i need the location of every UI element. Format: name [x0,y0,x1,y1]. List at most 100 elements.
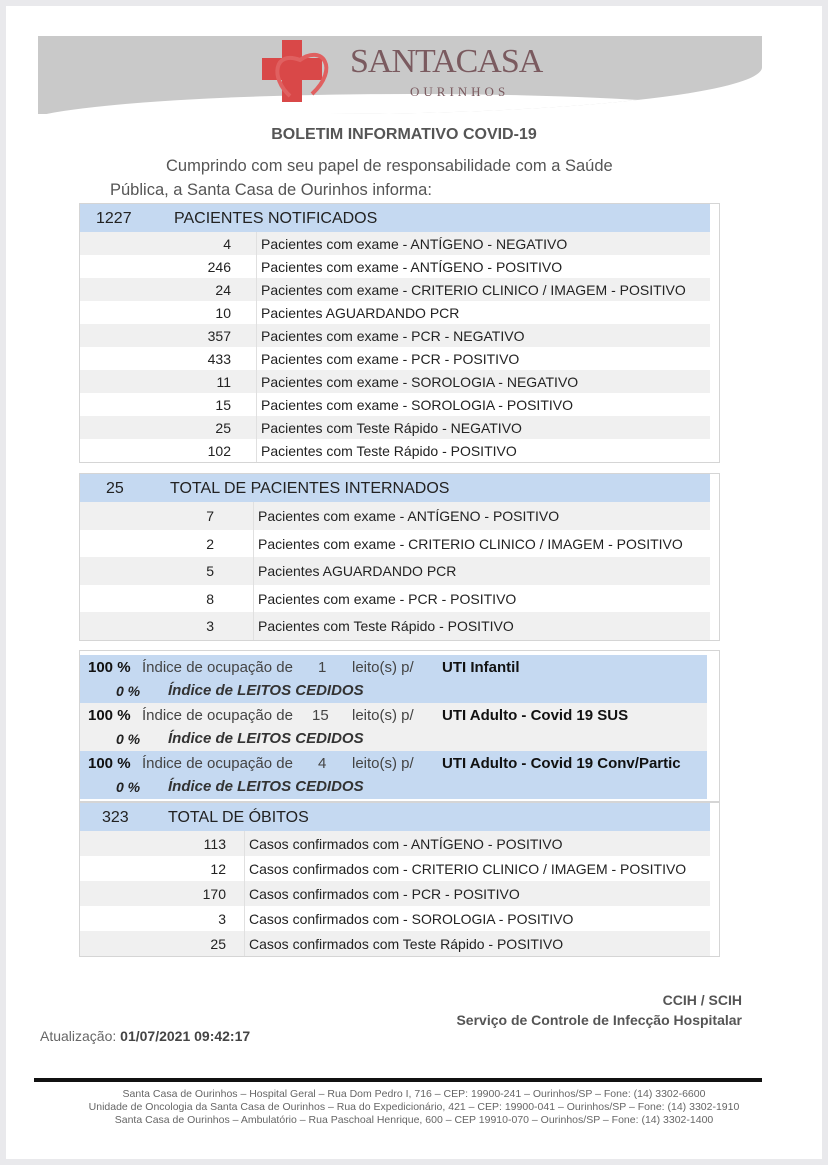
logo-text: SANTACASA [350,43,543,80]
row-count: 15 [215,397,231,413]
table-row: 5 Pacientes AGUARDANDO PCR [80,557,710,585]
row-count: 246 [207,259,231,275]
row-count: 433 [207,351,231,367]
table-row: 25 Casos confirmados com Teste Rápido - P… [80,931,710,956]
bulletin-page: SANTACASA OURINHOS BOLETIM INFORMATIVO C… [6,6,822,1159]
ceded-percent: 0 % [116,731,141,747]
row-count: 170 [202,886,226,902]
row-label: Pacientes com Teste Rápido - POSITIVO [253,612,710,640]
row-label: Casos confirmados com - PCR - POSITIVO [244,881,710,906]
beds-count: 1 [318,659,327,676]
row-count: 3 [206,618,214,635]
footer-divider [34,1078,762,1082]
table-row: 433 Pacientes com exame - PCR - POSITIVO [80,347,710,370]
table-row: 25 Pacientes com Teste Rápido - NEGATIVO [80,416,710,439]
page-title: BOLETIM INFORMATIVO COVID-19 [271,126,537,143]
occupancy-block: 100 % Índice de ocupação de 1 leito(s) p/UT… [80,655,707,703]
unit-name: UTI Adulto - Covid 19 SUS [442,707,629,724]
deaths-label: TOTAL DE ÓBITOS [168,809,309,826]
row-count: 12 [210,861,226,877]
footer-line: Santa Casa de Ourinhos – Hospital Geral … [122,1088,706,1100]
ceded-label: Índice de LEITOS CEDIDOS [168,730,364,747]
table-row: 15 Pacientes com exame - SOROLOGIA - POSI… [80,393,710,416]
row-label: Pacientes com exame - CRITERIO CLINICO /… [256,278,710,301]
update-label: Atualização: [40,1028,117,1044]
occupancy-label: Índice de ocupação de [142,659,293,676]
row-label: Pacientes AGUARDANDO PCR [253,557,710,585]
row-count: 2 [206,535,214,552]
hospitalized-total: 25 [106,480,124,497]
beds-label: leito(s) p/ [352,659,414,676]
update-timestamp: Atualização: 01/07/2021 09:42:17 [40,1028,250,1044]
row-label: Pacientes com exame - PCR - NEGATIVO [256,324,710,347]
occupancy-percent: 100 % [88,659,131,676]
row-label: Casos confirmados com - CRITERIO CLINICO… [244,856,710,881]
row-count: 10 [215,305,231,321]
update-value: 01/07/2021 09:42:17 [120,1028,251,1044]
notified-label: PACIENTES NOTIFICADOS [174,210,378,227]
occupancy-block: 100 % Índice de ocupação de 15 leito(s) p/U… [80,703,707,751]
table-row: 3 Casos confirmados com - SOROLOGIA - POS… [80,906,710,931]
ceded-label: Índice de LEITOS CEDIDOS [168,778,364,795]
row-count: 113 [203,836,226,852]
occupancy-label: Índice de ocupação de [142,755,293,772]
row-label: Casos confirmados com Teste Rápido - POS… [244,931,710,956]
row-label: Pacientes com exame - ANTÍGENO - POSITIV… [256,255,710,278]
footer-addresses: Santa Casa de Ourinhos – Hospital Geral … [6,1088,822,1127]
logo-subtext: OURINHOS [410,84,510,99]
row-label: Pacientes AGUARDANDO PCR [256,301,710,324]
row-label: Pacientes com exame - CRITERIO CLINICO /… [253,529,710,558]
table-row: 4 Pacientes com exame - ANTÍGENO - NEGATI… [80,232,710,255]
beds-label: leito(s) p/ [352,755,414,772]
occupancy-percent: 100 % [88,707,131,724]
row-label: Pacientes com Teste Rápido - POSITIVO [256,439,710,462]
ceded-percent: 0 % [116,683,141,699]
row-label: Pacientes com exame - SOROLOGIA - POSITI… [256,393,710,416]
row-count: 4 [223,236,231,252]
table-row: 102 Pacientes com Teste Rápido - POSITIVO [80,439,710,462]
row-count: 11 [216,374,231,390]
row-count: 25 [210,936,226,952]
table-row: 170 Casos confirmados com - PCR - POSITIV… [80,881,710,906]
table-header: 1227 PACIENTES NOTIFICADOS [80,204,710,232]
beds-count: 4 [318,755,327,772]
deaths-total: 323 [102,809,129,826]
row-label: Pacientes com exame - PCR - POSITIVO [253,584,710,613]
table-row: 113 Casos confirmados com - ANTÍGENO - PO… [80,831,710,856]
row-count: 25 [215,420,231,436]
occupancy-label: Índice de ocupação de [142,707,293,724]
table-row: 24 Pacientes com exame - CRITERIO CLINICO… [80,278,710,301]
footer-line: Santa Casa de Ourinhos – Ambulatório – R… [114,1114,714,1126]
cross-heart-icon [262,40,329,102]
beds-count: 15 [312,707,329,724]
row-label: Pacientes com exame - ANTÍGENO - NEGATIV… [256,232,710,255]
occupancy-percent: 100 % [88,755,131,772]
hospitalized-patients-table: 25 TOTAL DE PACIENTES INTERNADOS 7 Pacien… [79,473,720,641]
intro-text: Cumprindo com seu papel de responsabilid… [110,157,613,199]
notified-patients-table: 1227 PACIENTES NOTIFICADOS 4 Pacientes co… [79,203,720,463]
ceded-label: Índice de LEITOS CEDIDOS [168,682,364,699]
table-row: 12 Casos confirmados com - CRITERIO CLINI… [80,856,710,881]
row-count: 5 [206,563,214,580]
beds-label: leito(s) p/ [352,707,414,724]
table-row: 357 Pacientes com exame - PCR - NEGATIVO [80,324,710,347]
row-label: Pacientes com exame - PCR - POSITIVO [256,347,710,370]
table-row: 10 Pacientes AGUARDANDO PCR [80,301,710,324]
row-count: 357 [207,328,231,344]
footer-line: Unidade de Oncologia da Santa Casa de Ou… [88,1101,740,1113]
row-count: 8 [206,590,214,607]
table-header: 323 TOTAL DE ÓBITOS [80,803,710,831]
table-row: 3 Pacientes com Teste Rápido - POSITIVO [80,612,710,640]
hospitalized-label: TOTAL DE PACIENTES INTERNADOS [170,480,450,497]
table-row: 7 Pacientes com exame - ANTÍGENO - POSITI… [80,502,710,530]
santa-casa-logo: SANTACASA OURINHOS [260,38,560,104]
row-count: 7 [206,508,214,524]
table-row: 11 Pacientes com exame - SOROLOGIA - NEGA… [80,370,710,393]
row-label: Casos confirmados com - ANTÍGENO - POSIT… [244,831,710,856]
table-row: 8 Pacientes com exame - PCR - POSITIVO [80,584,710,613]
row-count: 24 [215,282,231,298]
row-label: Pacientes com exame - ANTÍGENO - POSITIV… [253,502,710,530]
signature-ccih: CCIH / SCIH [662,992,742,1008]
ceded-percent: 0 % [116,779,141,795]
header-banner [38,36,762,114]
